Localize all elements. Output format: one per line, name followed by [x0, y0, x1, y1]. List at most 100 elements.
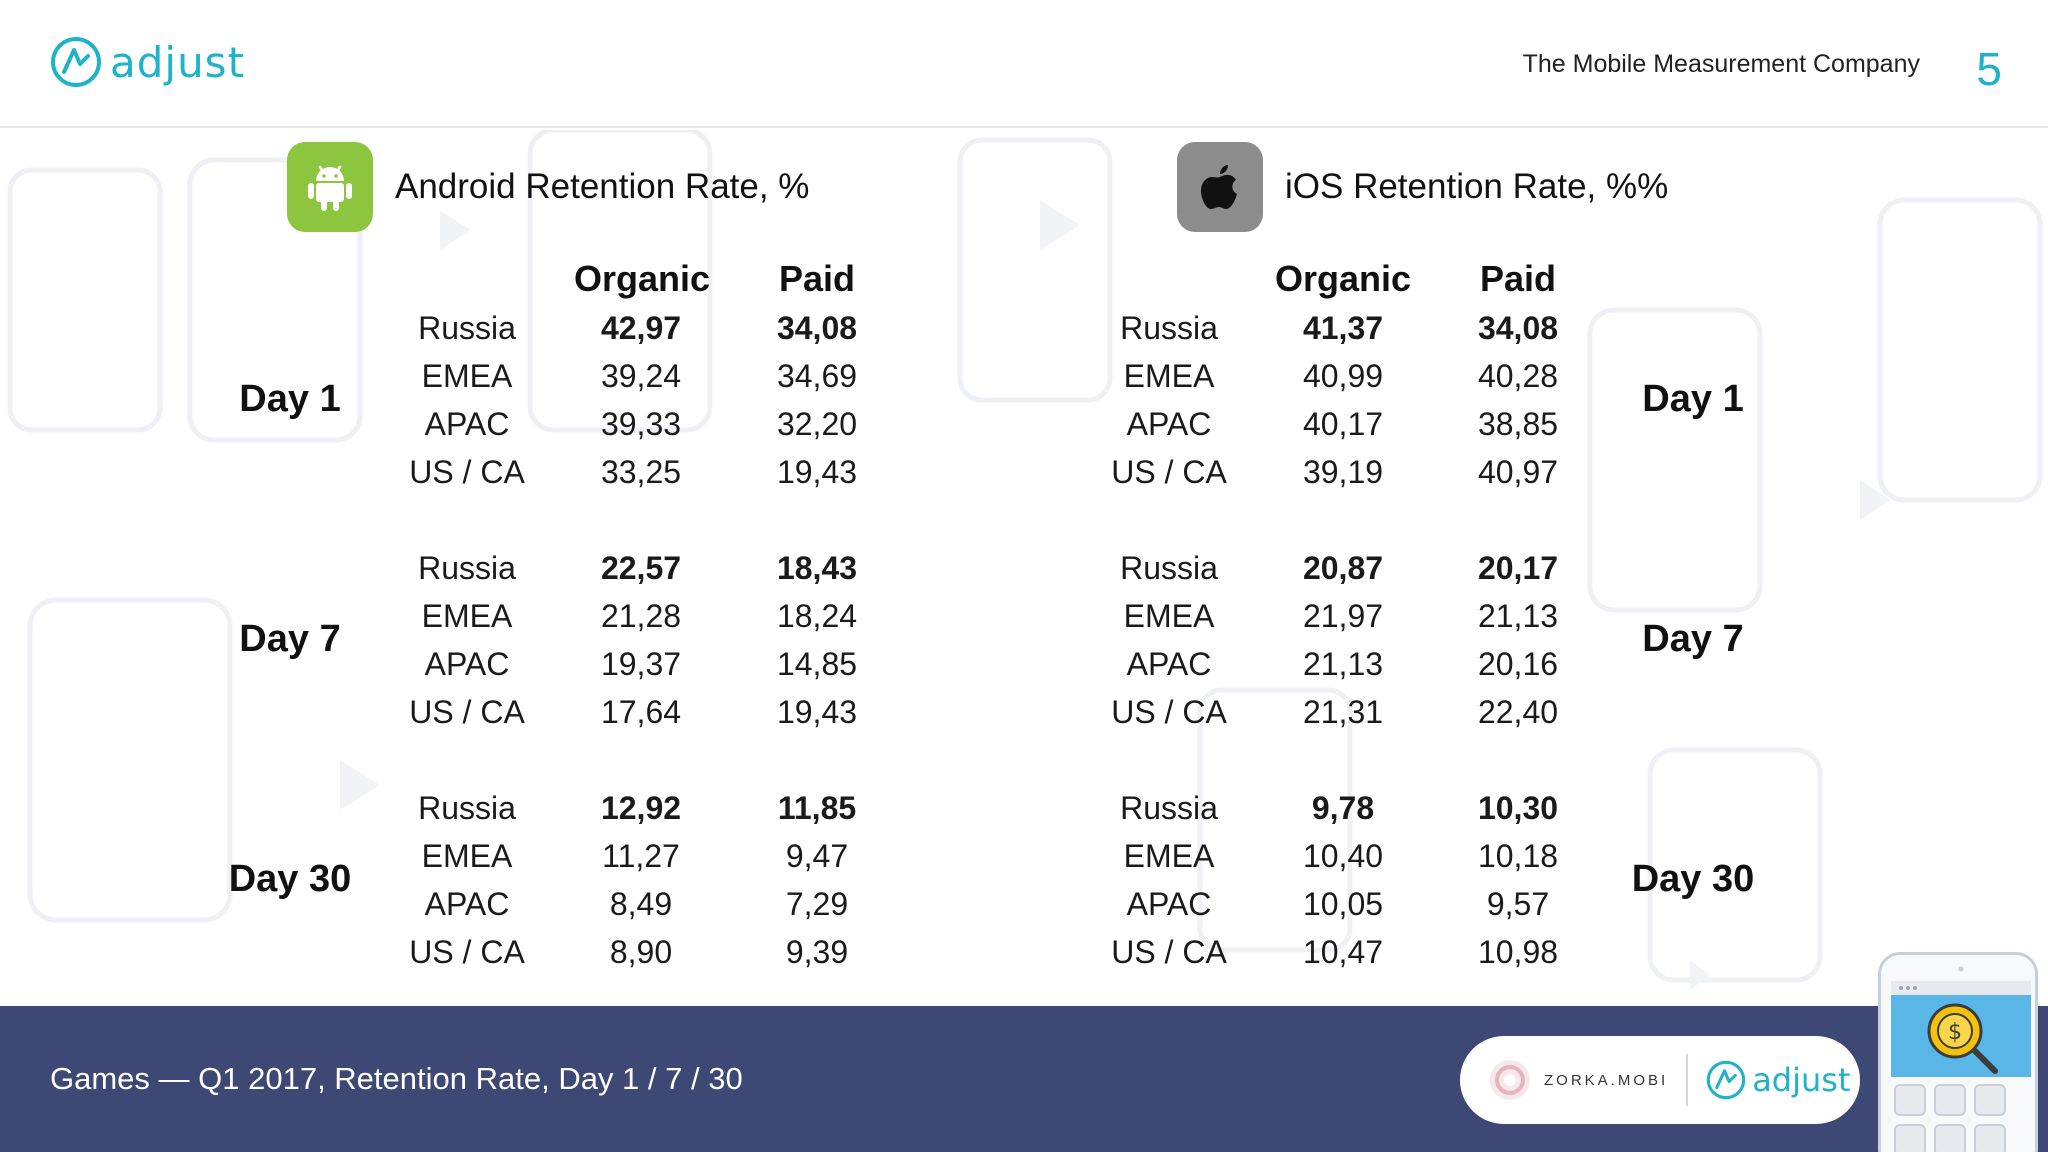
page-number: 5 [1976, 43, 2002, 95]
android-paid-value: 19,43 [776, 694, 858, 730]
ios-region-label: Russia [1120, 310, 1218, 346]
android-paid-value: 34,69 [776, 358, 858, 394]
adjust-logo-icon [51, 37, 101, 87]
ios-organic-value: 21,97 [1302, 598, 1384, 634]
ios-paid-value: 38,85 [1477, 406, 1559, 442]
android-region-label: Russia [418, 550, 516, 586]
ios-paid-value: 40,97 [1477, 454, 1559, 490]
ios-region-label: Russia [1120, 790, 1218, 826]
adjust-logo[interactable]: adjust [50, 36, 245, 88]
partner-adjust-text: adjust [1752, 1061, 1851, 1099]
ios-organic-value: 10,05 [1302, 886, 1384, 922]
ios-organic-value: 21,31 [1302, 694, 1384, 730]
partner-badge[interactable]: ZORKA.MOBI adjust [1460, 1036, 1860, 1124]
android-paid-value: 11,85 [777, 790, 857, 826]
android-paid-value: 19,43 [776, 454, 858, 490]
android-day-label: Day 1 [239, 378, 341, 420]
ios-organic-value: 41,37 [1302, 310, 1384, 346]
android-region-label: APAC [424, 886, 510, 922]
ios-col-paid: Paid [1479, 258, 1557, 299]
logo-text: adjust [110, 37, 246, 87]
ios-region-label: US / CA [1111, 934, 1227, 970]
ios-col-organic: Organic [1274, 258, 1412, 299]
ios-paid-value: 10,30 [1477, 790, 1559, 826]
android-organic-value: 11,27 [602, 838, 680, 874]
ios-paid-value: 20,16 [1477, 646, 1559, 682]
android-paid-value: 7,29 [785, 886, 849, 922]
android-organic-value: 39,24 [600, 358, 682, 394]
android-region-label: EMEA [421, 598, 513, 634]
ios-organic-value: 9,78 [1311, 790, 1375, 826]
android-organic-value: 21,28 [600, 598, 682, 634]
android-icon [287, 142, 373, 232]
android-organic-value: 8,49 [609, 886, 673, 922]
svg-text:$: $ [1948, 1020, 1962, 1045]
android-region-label: APAC [424, 406, 510, 442]
android-region-label: APAC [424, 646, 510, 682]
footer: Games — Q1 2017, Retention Rate, Day 1 /… [0, 1006, 2048, 1152]
android-title: Android Retention Rate, % [395, 167, 810, 206]
ios-region-label: EMEA [1123, 838, 1215, 874]
zorka-logo-icon [1490, 1060, 1530, 1100]
ios-organic-value: 10,40 [1302, 838, 1384, 874]
android-organic-value: 8,90 [609, 934, 673, 970]
android-organic-value: 39,33 [600, 406, 682, 442]
ios-organic-value: 39,19 [1302, 454, 1384, 490]
android-paid-value: 32,20 [776, 406, 858, 442]
ios-paid-value: 22,40 [1477, 694, 1559, 730]
ios-organic-value: 20,87 [1302, 550, 1384, 586]
ios-region-label: APAC [1126, 886, 1212, 922]
android-paid-value: 18,43 [776, 550, 858, 586]
ios-paid-value: 34,08 [1477, 310, 1559, 346]
ios-paid-value: 10,18 [1477, 838, 1559, 874]
ios-organic-value: 40,99 [1302, 358, 1384, 394]
android-organic-value: 12,92 [600, 790, 682, 826]
android-col-paid: Paid [778, 258, 856, 299]
coin-search-icon: $ [1891, 966, 2031, 1152]
ios-paid-value: 9,57 [1486, 886, 1550, 922]
android-organic-value: 33,25 [600, 454, 682, 490]
adjust-logo-icon [1706, 1060, 1746, 1100]
android-organic-value: 42,97 [600, 310, 682, 346]
apple-icon [1177, 142, 1263, 232]
ios-organic-value: 21,13 [1302, 646, 1384, 682]
footer-caption: Games — Q1 2017, Retention Rate, Day 1 /… [50, 1061, 743, 1096]
ios-region-label: APAC [1126, 406, 1212, 442]
partner-divider [1686, 1054, 1689, 1106]
android-region-label: US / CA [409, 694, 525, 730]
ios-title: iOS Retention Rate, %% [1285, 167, 1669, 206]
android-day-label: Day 30 [228, 858, 352, 900]
ios-organic-value: 10,47 [1302, 934, 1384, 970]
zorka-text: ZORKA.MOBI [1544, 1071, 1669, 1089]
background-pattern [7, 130, 2043, 990]
ios-region-label: Russia [1120, 550, 1218, 586]
ios-region-label: US / CA [1111, 454, 1227, 490]
ios-paid-value: 21,13 [1477, 598, 1559, 634]
android-region-label: US / CA [409, 454, 525, 490]
ios-day-label: Day 7 [1642, 618, 1744, 660]
ios-region-label: APAC [1126, 646, 1212, 682]
android-organic-value: 19,37 [600, 646, 682, 682]
android-region-label: Russia [418, 310, 516, 346]
android-paid-value: 34,08 [776, 310, 858, 346]
android-region-label: EMEA [421, 358, 513, 394]
android-region-label: EMEA [421, 838, 513, 874]
android-day-label: Day 7 [239, 618, 341, 660]
android-paid-value: 18,24 [776, 598, 858, 634]
android-region-label: US / CA [409, 934, 525, 970]
ios-paid-value: 10,98 [1477, 934, 1559, 970]
android-paid-value: 14,85 [776, 646, 858, 682]
phone-illustration: $ [1878, 952, 2038, 1152]
ios-day-label: Day 30 [1631, 858, 1755, 900]
zorka-logo: ZORKA.MOBI [1488, 1058, 1668, 1102]
partner-adjust-logo: adjust [1706, 1060, 1851, 1100]
ios-paid-value: 40,28 [1477, 358, 1559, 394]
company-tagline: The Mobile Measurement Company [1522, 50, 1920, 78]
ios-region-label: US / CA [1111, 694, 1227, 730]
ios-region-label: EMEA [1123, 358, 1215, 394]
android-col-organic: Organic [573, 258, 711, 299]
android-organic-value: 17,64 [600, 694, 682, 730]
ios-day-label: Day 1 [1642, 378, 1744, 420]
android-paid-value: 9,39 [785, 934, 849, 970]
android-organic-value: 22,57 [600, 550, 682, 586]
